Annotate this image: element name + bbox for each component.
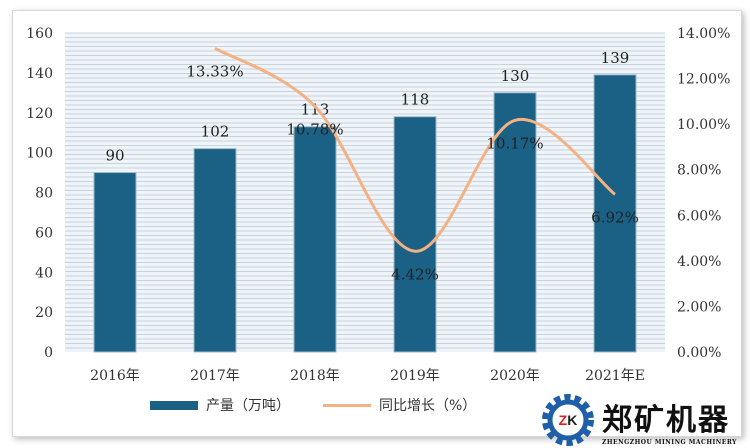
bar-data-label: 113: [301, 101, 330, 119]
left-axis-tick: 120: [26, 106, 53, 122]
left-axis-tick: 0: [44, 345, 53, 361]
right-axis-tick: 14.00%: [677, 26, 730, 42]
logo-subtitle: ZHENGZHOU MINING MACHINERY: [602, 438, 737, 446]
right-axis-tick: 6.00%: [677, 208, 721, 224]
right-axis-tick: 2.00%: [677, 299, 721, 315]
logo: ZK 郑矿机器 ZHENGZHOU MINING MACHINERY: [540, 392, 737, 448]
legend-swatch-bar: [150, 400, 198, 410]
left-axis-tick: 80: [35, 186, 53, 202]
x-axis-tick: 2020年: [490, 368, 540, 384]
logo-name: 郑矿机器: [602, 402, 730, 438]
left-axis-tick: 20: [35, 305, 53, 321]
line-data-label: 13.33%: [186, 62, 243, 80]
x-axis-tick: 2019年: [390, 368, 440, 384]
x-axis-tick: 2021年E: [585, 368, 645, 384]
left-axis-tick: 160: [26, 26, 53, 42]
line-data-label: 10.78%: [286, 120, 343, 138]
bar-data-label: 130: [501, 67, 530, 85]
gear-logo-icon: ZK: [542, 394, 594, 446]
growth-line: [214, 46, 616, 253]
bar: [393, 116, 437, 353]
right-axis-tick: 8.00%: [677, 163, 721, 179]
right-axis-tick: 10.00%: [677, 117, 730, 133]
bar: [493, 92, 537, 353]
x-axis-tick: 2016年: [90, 368, 140, 384]
legend-swatch-line: [323, 403, 371, 407]
line-data-label: 6.92%: [591, 208, 639, 226]
line-data-label: 4.42%: [391, 265, 439, 283]
bar: [293, 126, 337, 353]
bar: [93, 172, 137, 353]
right-axis-tick: 4.00%: [677, 254, 721, 270]
right-axis-tick: 12.00%: [677, 72, 730, 88]
x-axis-tick: 2018年: [290, 368, 340, 384]
bar: [193, 148, 237, 353]
left-axis-tick: 60: [35, 225, 53, 241]
bar: [593, 74, 637, 353]
right-axis-tick: 0.00%: [677, 345, 721, 361]
legend-label-line: 同比增长（%）: [379, 398, 477, 414]
legend: 产量（万吨） 同比增长（%）: [150, 395, 476, 415]
left-axis-tick: 140: [26, 66, 53, 82]
line-data-label: 10.17%: [486, 134, 543, 152]
left-axis-tick: 100: [26, 146, 53, 162]
svg-text:ZK: ZK: [559, 412, 578, 428]
bar-data-label: 139: [601, 49, 630, 67]
bar-data-label: 90: [105, 147, 124, 165]
bar-data-label: 102: [201, 123, 230, 141]
legend-label-bar: 产量（万吨）: [206, 398, 290, 414]
left-axis-tick: 40: [35, 265, 53, 281]
x-axis-tick: 2017年: [190, 368, 240, 384]
bar-data-label: 118: [401, 91, 430, 109]
